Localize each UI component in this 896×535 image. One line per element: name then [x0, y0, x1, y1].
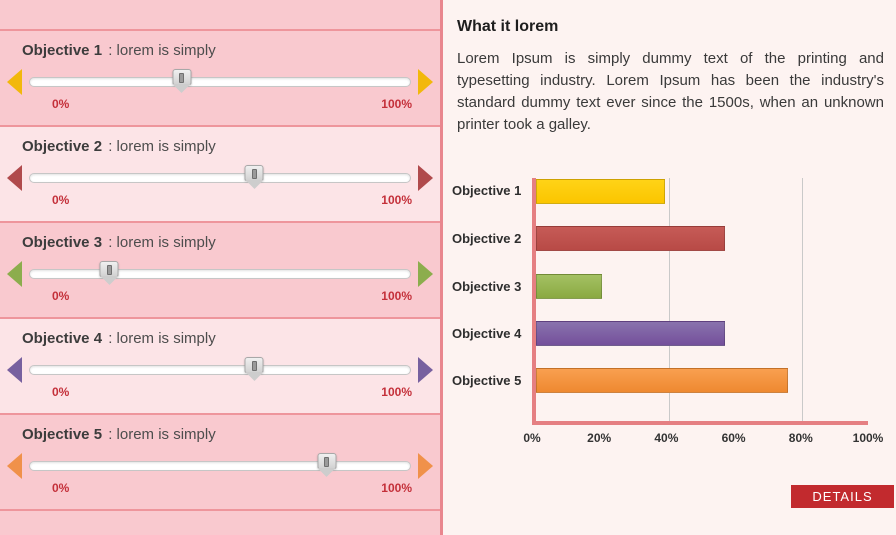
- slider[interactable]: [29, 452, 411, 480]
- chart-bar-fill: [536, 226, 726, 251]
- chart-bar-fill: [536, 368, 789, 393]
- slider-handle[interactable]: [317, 453, 337, 469]
- chart-category-label: Objective 4: [452, 326, 522, 341]
- objective-desc: : lorem is simply: [104, 330, 216, 347]
- slider-handle[interactable]: [99, 261, 119, 277]
- chart-bar-fill: [536, 321, 726, 346]
- chart-category-label: Objective 5: [452, 373, 522, 388]
- chart-gridline: [668, 178, 670, 421]
- bottom-band: [0, 511, 440, 535]
- chart-bar-objective-4: [536, 321, 726, 346]
- slider-increase-arrow-icon[interactable]: [418, 69, 433, 95]
- slider-decrease-arrow-icon[interactable]: [7, 165, 22, 191]
- slider-max-label: 100%: [381, 289, 412, 303]
- slider-track[interactable]: [29, 269, 411, 279]
- slider-max-label: 100%: [381, 97, 412, 111]
- summary-panel: What it lorem Lorem Ipsum is simply dumm…: [443, 0, 896, 535]
- slider-min-label: 0%: [52, 481, 70, 495]
- objective-desc: : lorem is simply: [104, 138, 216, 155]
- slider-handle[interactable]: [244, 357, 264, 373]
- slider-max-label: 100%: [381, 385, 412, 399]
- objective-name: Objective 1: [22, 42, 103, 59]
- page-title: What it lorem: [457, 18, 559, 35]
- chart-bar-objective-2: [536, 226, 726, 251]
- slider-decrease-arrow-icon[interactable]: [7, 261, 22, 287]
- chart-gridline: [801, 178, 803, 421]
- sliders-panel: Objective 1 : lorem is simply 0% 100% Ob…: [0, 0, 443, 535]
- slider-min-label: 0%: [52, 289, 70, 303]
- objective-5-panel: Objective 5 : lorem is simply 0% 100%: [0, 415, 440, 511]
- slider-increase-arrow-icon[interactable]: [418, 261, 433, 287]
- top-band: [0, 0, 440, 31]
- chart-category-label: Objective 3: [452, 279, 522, 294]
- x-axis-tick-label: 40%: [654, 431, 679, 445]
- x-axis-tick-label: 80%: [788, 431, 813, 445]
- slider-handle[interactable]: [244, 165, 264, 181]
- chart-bar-objective-5: [536, 368, 789, 393]
- objective-name: Objective 4: [22, 330, 103, 347]
- slider[interactable]: [29, 260, 411, 288]
- objective-title: Objective 2 : lorem is simply: [22, 138, 440, 156]
- objective-desc: : lorem is simply: [104, 426, 216, 443]
- x-axis: 0% 20% 40% 60% 80% 100%: [523, 431, 883, 447]
- objective-4-panel: Objective 4 : lorem is simply 0% 100%: [0, 319, 440, 415]
- objective-1-panel: Objective 1 : lorem is simply 0% 100%: [0, 31, 440, 127]
- slider-max-label: 100%: [381, 193, 412, 207]
- slider-track[interactable]: [29, 173, 411, 183]
- slider-increase-arrow-icon[interactable]: [418, 453, 433, 479]
- slider-increase-arrow-icon[interactable]: [418, 357, 433, 383]
- slider-increase-arrow-icon[interactable]: [418, 165, 433, 191]
- chart-bar-objective-3: [536, 274, 603, 299]
- slider-decrease-arrow-icon[interactable]: [7, 69, 22, 95]
- objectives-bar-chart: Objective 1 Objective 2 Objective 3 Obje…: [452, 178, 884, 445]
- slider-track[interactable]: [29, 77, 411, 87]
- chart-category-label: Objective 1: [452, 183, 522, 198]
- chart-category-label: Objective 2: [452, 231, 522, 246]
- objective-name: Objective 5: [22, 426, 103, 443]
- slider-max-label: 100%: [381, 481, 412, 495]
- slider-min-label: 0%: [52, 97, 70, 111]
- objective-3-panel: Objective 3 : lorem is simply 0% 100%: [0, 223, 440, 319]
- slider[interactable]: [29, 356, 411, 384]
- slider[interactable]: [29, 68, 411, 96]
- slider-track[interactable]: [29, 365, 411, 375]
- x-axis-tick-label: 0%: [523, 431, 541, 445]
- details-button[interactable]: DETAILS: [791, 485, 894, 508]
- objective-2-panel: Objective 2 : lorem is simply 0% 100%: [0, 127, 440, 223]
- slider-track[interactable]: [29, 461, 411, 471]
- x-axis-tick-label: 100%: [852, 431, 884, 445]
- objective-title: Objective 5 : lorem is simply: [22, 426, 440, 444]
- chart-plot-area: [532, 178, 868, 425]
- objective-desc: : lorem is simply: [104, 42, 216, 59]
- description-paragraph: Lorem Ipsum is simply dummy text of the …: [457, 50, 884, 133]
- objective-title: Objective 1 : lorem is simply: [22, 42, 440, 60]
- slider-handle[interactable]: [172, 69, 192, 85]
- chart-bar-fill: [536, 179, 666, 204]
- objective-desc: : lorem is simply: [104, 234, 216, 251]
- x-axis-tick-label: 60%: [721, 431, 746, 445]
- chart-bar-fill: [536, 274, 603, 299]
- objective-title: Objective 3 : lorem is simply: [22, 234, 440, 252]
- slider-min-label: 0%: [52, 385, 70, 399]
- objective-name: Objective 2: [22, 138, 103, 155]
- objective-title: Objective 4 : lorem is simply: [22, 330, 440, 348]
- objective-name: Objective 3: [22, 234, 103, 251]
- slider-min-label: 0%: [52, 193, 70, 207]
- slider-decrease-arrow-icon[interactable]: [7, 357, 22, 383]
- slider-decrease-arrow-icon[interactable]: [7, 453, 22, 479]
- slider[interactable]: [29, 164, 411, 192]
- x-axis-tick-label: 20%: [587, 431, 612, 445]
- chart-bar-objective-1: [536, 179, 666, 204]
